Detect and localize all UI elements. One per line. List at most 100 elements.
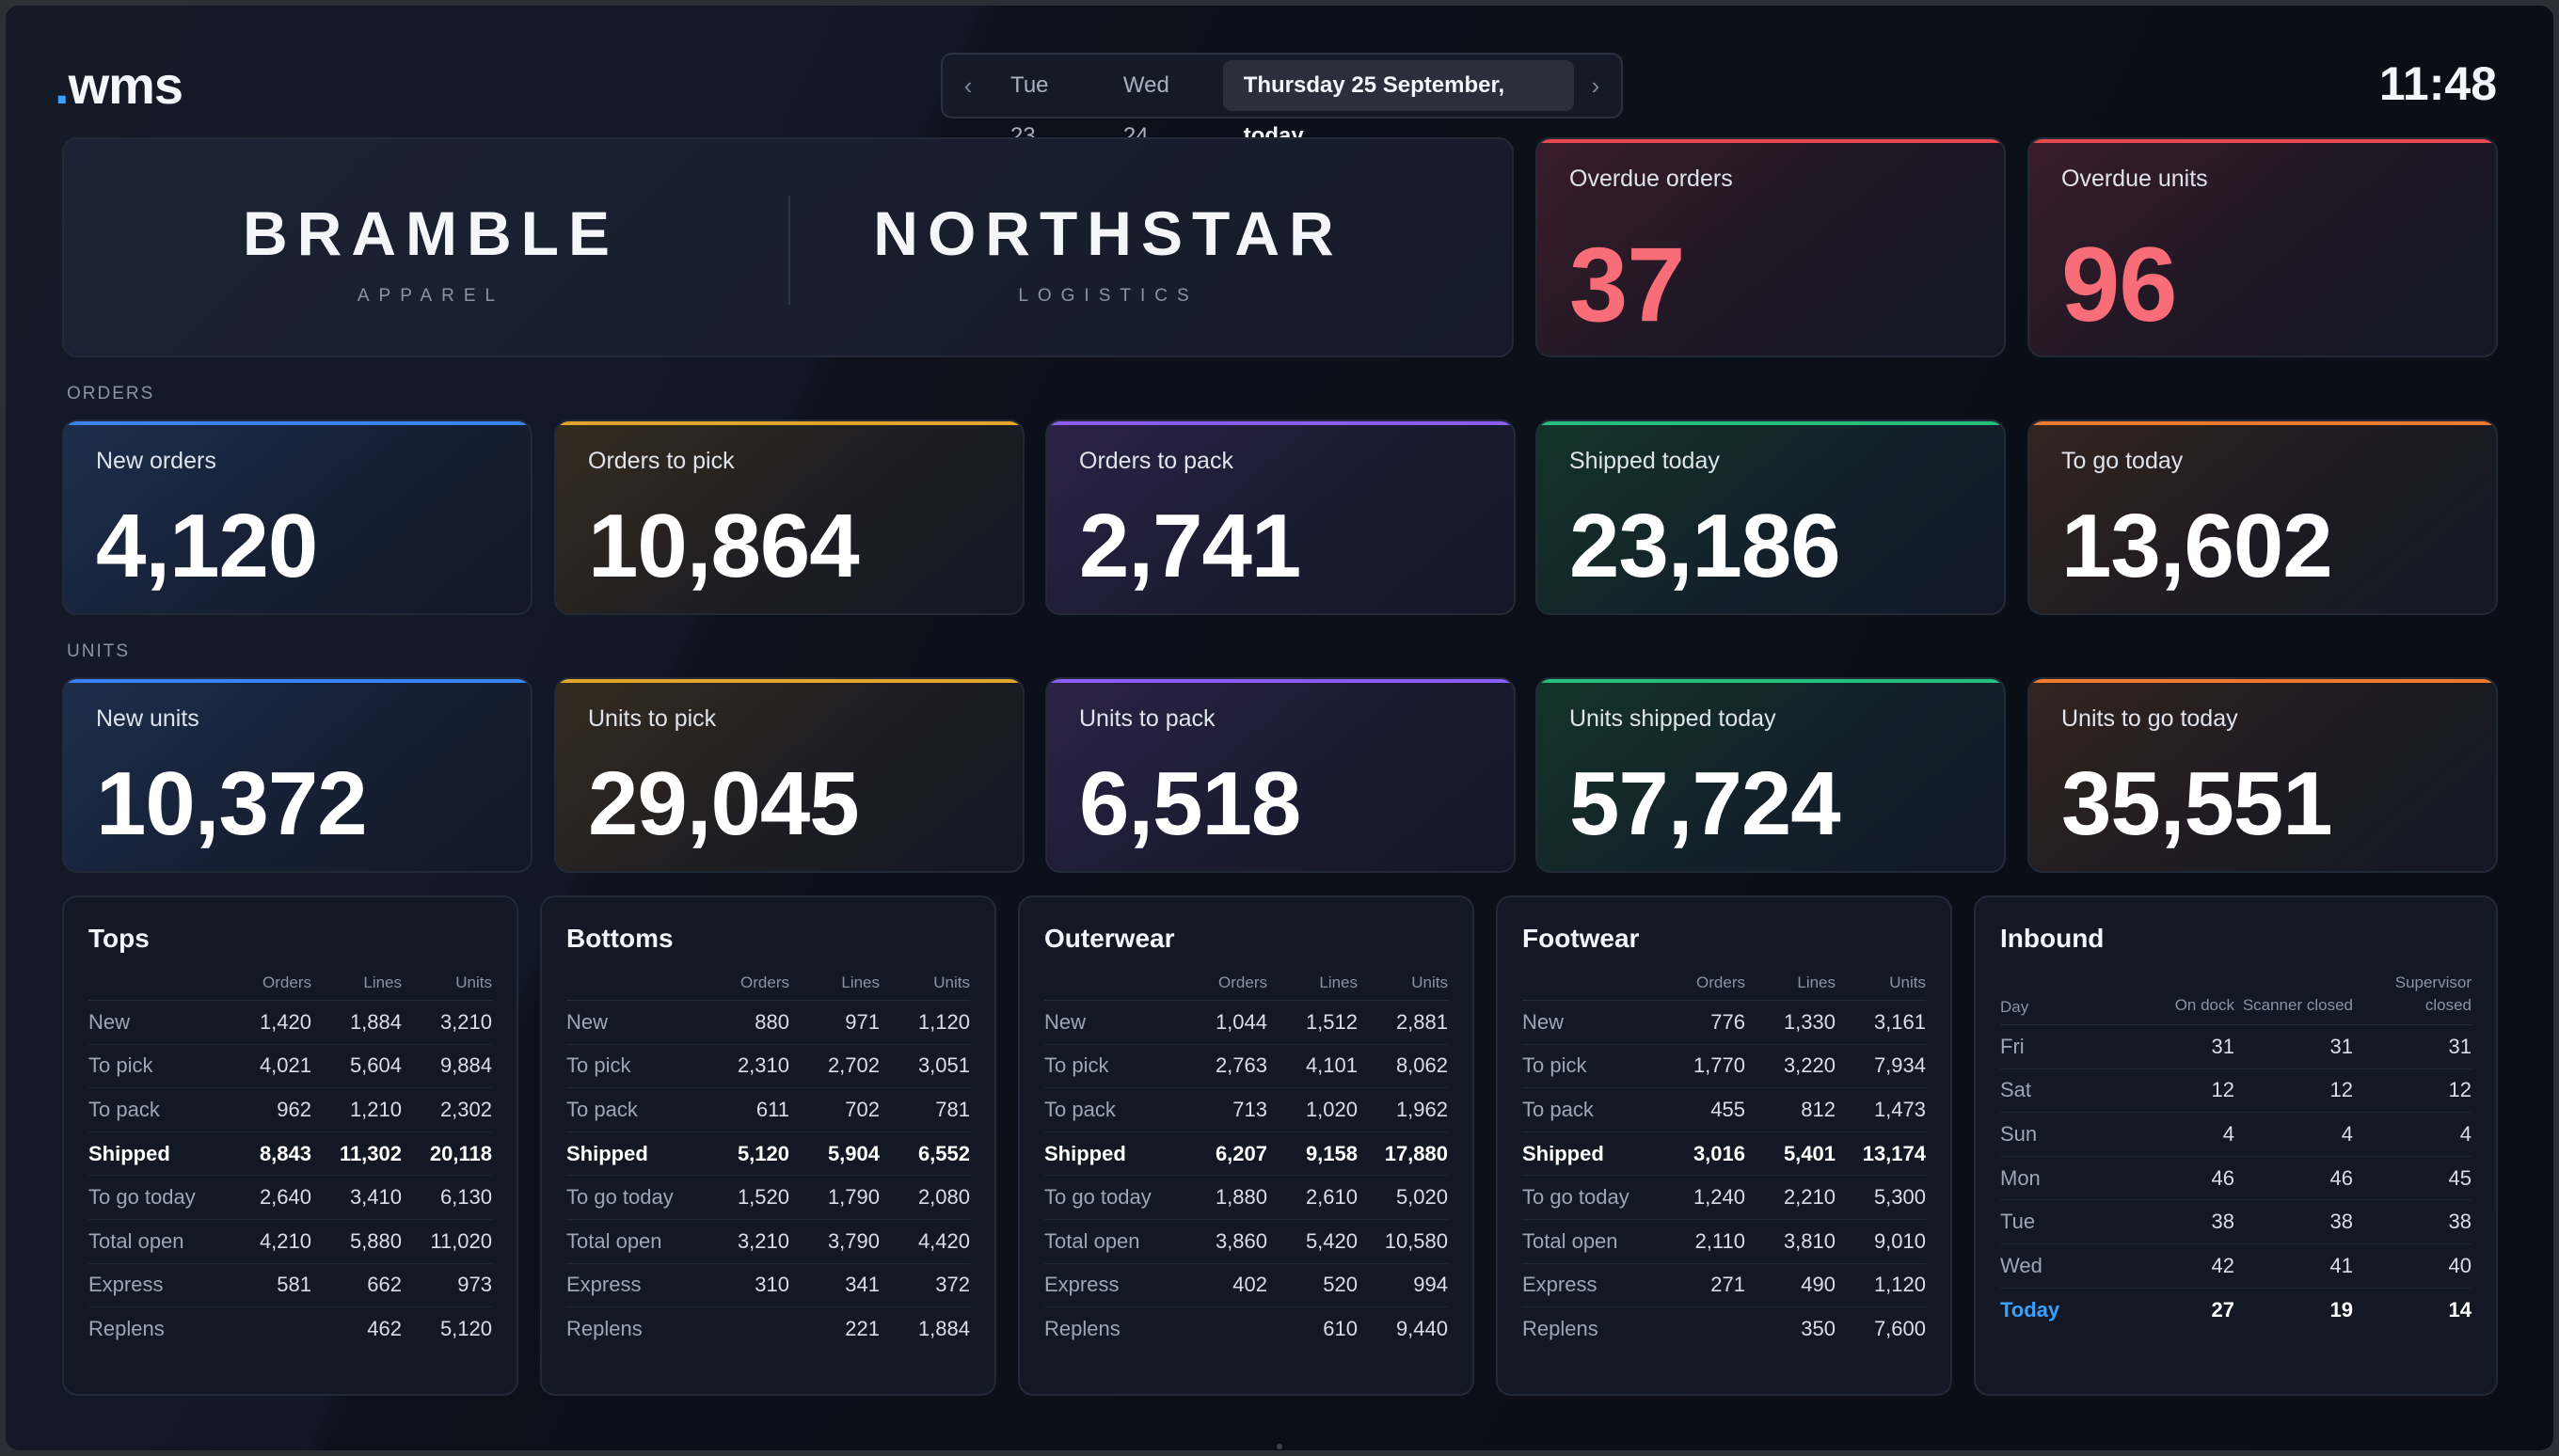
- date-tab-tue[interactable]: Tue 23: [1010, 72, 1049, 149]
- table-row: To pick 1,770 3,220 7,934: [1522, 1045, 1926, 1089]
- table-row: Shipped 3,016 5,401 13,174: [1522, 1132, 1926, 1177]
- table-row-today: Today 27 19 14: [2000, 1297, 2472, 1321]
- column-header: Units: [1889, 973, 1926, 991]
- kpi-value: 37: [1569, 226, 1686, 343]
- card-accent: [2029, 679, 2496, 683]
- column-header: Scanner closed: [2242, 996, 2353, 1014]
- table-row: Shipped 6,207 9,158 17,880: [1044, 1132, 1448, 1177]
- kpi-value: 13,602: [2061, 496, 2333, 596]
- kpi-label: To go today: [2061, 448, 2184, 474]
- column-header: Lines: [363, 973, 402, 991]
- column-header: Units: [1411, 973, 1448, 991]
- kpi-shipped-today: Shipped today 23,186: [1535, 419, 2006, 615]
- kpi-label: Units shipped today: [1569, 705, 1776, 732]
- table-row: Sun 4 4 4: [2000, 1113, 2472, 1157]
- kpi-new-units: New units 10,372: [62, 677, 532, 873]
- column-header: Orders: [740, 973, 789, 991]
- table-row: Express 271 490 1,120: [1522, 1264, 1926, 1308]
- table-header: Orders Lines Units: [1522, 971, 1926, 1001]
- card-accent: [1047, 679, 1514, 683]
- table-row: Replens 221 1,884: [566, 1317, 970, 1341]
- column-header: Lines: [841, 973, 880, 991]
- chevron-left-icon[interactable]: ‹: [963, 71, 973, 100]
- table-row: To go today 1,520 1,790 2,080: [566, 1176, 970, 1220]
- column-header: Lines: [1797, 973, 1836, 991]
- table-row: To pack 611 702 781: [566, 1088, 970, 1132]
- table-header: Orders Lines Units: [566, 971, 970, 1001]
- column-header: Units: [933, 973, 970, 991]
- brand-name: BRAMBLE: [243, 198, 619, 268]
- card-accent: [1047, 421, 1514, 425]
- kpi-value: 10,372: [96, 753, 368, 854]
- section-label-units: UNITS: [67, 641, 130, 661]
- column-header: Day: [2000, 998, 2029, 1016]
- column-header: Orders: [262, 973, 311, 991]
- table-row: To go today 1,880 2,610 5,020: [1044, 1176, 1448, 1220]
- table-title: Inbound: [2000, 924, 2105, 953]
- card-accent: [556, 421, 1023, 425]
- kpi-value: 6,518: [1079, 753, 1301, 854]
- date-tab-wed[interactable]: Wed 24: [1122, 72, 1169, 149]
- card-accent: [556, 679, 1023, 683]
- kpi-new-orders: New orders 4,120: [62, 419, 532, 615]
- table-row: Tue 38 38 38: [2000, 1200, 2472, 1244]
- table-row: Total open 3,860 5,420 10,580: [1044, 1220, 1448, 1264]
- card-accent: [2029, 421, 2496, 425]
- kpi-to-go-today: To go today 13,602: [2027, 419, 2498, 615]
- table-row: Express 581 662 973: [88, 1264, 492, 1308]
- wms-logo: .wms: [55, 55, 183, 115]
- card-accent: [1537, 139, 2004, 143]
- category-table: Orders Lines Units New 1,420 1,884 3,210 To p…: [88, 971, 492, 1352]
- table-row: To pack 455 812 1,473: [1522, 1088, 1926, 1132]
- kpi-label: Units to go today: [2061, 705, 2238, 732]
- table-row: To go today 2,640 3,410 6,130: [88, 1176, 492, 1220]
- table-row: To pick 2,310 2,702 3,051: [566, 1045, 970, 1089]
- brand-subtitle: LOGISTICS: [1018, 286, 1199, 306]
- table-title: Footwear: [1522, 924, 1640, 953]
- table-row: Shipped 5,120 5,904 6,552: [566, 1132, 970, 1177]
- table-row: Fri 31 31 31: [2000, 1025, 2472, 1069]
- column-header: Orders: [1218, 973, 1267, 991]
- table-row: New 1,044 1,512 2,881: [1044, 1001, 1448, 1045]
- brand-northstar: NORTHSTAR LOGISTICS: [854, 198, 1362, 307]
- brand-subtitle: APPAREL: [357, 286, 505, 306]
- column-header: Units: [455, 973, 492, 991]
- card-accent: [1537, 679, 2004, 683]
- kpi-value: 23,186: [1569, 496, 1841, 596]
- date-tab-today[interactable]: Thursday 25 September, today: [1222, 60, 1574, 149]
- table-card-tops: Tops Orders Lines Units New 1,420 1,884 3,210…: [62, 895, 518, 1396]
- column-header: Lines: [1319, 973, 1358, 991]
- section-label-orders: ORDERS: [67, 384, 155, 404]
- table-row: Express 310 341 372: [566, 1264, 970, 1308]
- table-row: Sat 12 12 12: [2000, 1069, 2472, 1114]
- table-row: Replens 610 9,440: [1044, 1317, 1448, 1341]
- category-table: Orders Lines Units New 880 971 1,120 To pick 2…: [566, 971, 970, 1352]
- clock: 11:48: [2378, 57, 2497, 110]
- overdue-units-card: Overdue units 96: [2027, 137, 2498, 357]
- chevron-right-icon[interactable]: ›: [1591, 71, 1600, 100]
- table-row: Express 402 520 994: [1044, 1264, 1448, 1308]
- kpi-value: 4,120: [96, 496, 318, 596]
- column-header: Supervisor closed: [2394, 973, 2472, 1014]
- card-accent: [1537, 421, 2004, 425]
- kpi-value: 10,864: [588, 496, 860, 596]
- column-header: Orders: [1696, 973, 1745, 991]
- power-indicator: [1277, 1444, 1282, 1449]
- card-accent: [64, 421, 531, 425]
- table-row: New 880 971 1,120: [566, 1001, 970, 1045]
- kpi-label: Orders to pack: [1079, 448, 1233, 474]
- table-row: To pick 4,021 5,604 9,884: [88, 1045, 492, 1089]
- kpi-label: Orders to pick: [588, 448, 735, 474]
- kpi-units-shipped-today: Units shipped today 57,724: [1535, 677, 2006, 873]
- kpi-value: 2,741: [1079, 496, 1301, 596]
- table-row: Total open 2,110 3,810 9,010: [1522, 1220, 1926, 1264]
- table-card-bottoms: Bottoms Orders Lines Units New 880 971 1,120 …: [540, 895, 996, 1396]
- table-row: Shipped 8,843 11,302 20,118: [88, 1132, 492, 1177]
- kpi-label: Overdue units: [2061, 166, 2208, 192]
- table-row: Total open 3,210 3,790 4,420: [566, 1220, 970, 1264]
- kpi-label: Units to pick: [588, 705, 717, 732]
- kpi-units-to-pack: Units to pack 6,518: [1045, 677, 1516, 873]
- table-row: Total open 4,210 5,880 11,020: [88, 1220, 492, 1264]
- table-header: Orders Lines Units: [88, 971, 492, 1001]
